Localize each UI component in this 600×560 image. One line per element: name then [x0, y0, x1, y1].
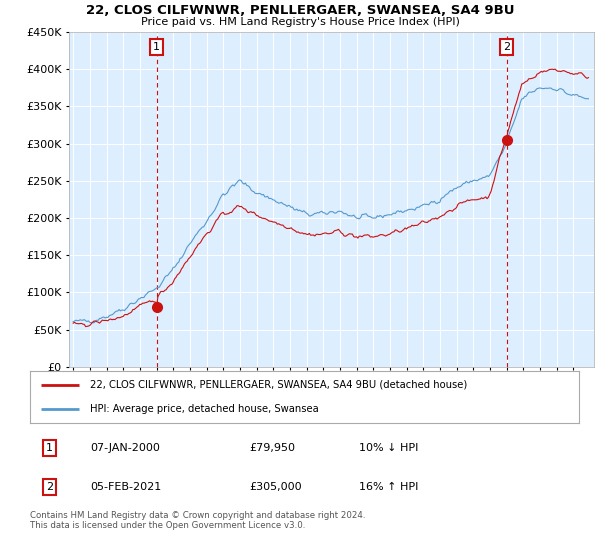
Text: 10% ↓ HPI: 10% ↓ HPI	[359, 443, 419, 453]
Text: HPI: Average price, detached house, Swansea: HPI: Average price, detached house, Swan…	[91, 404, 319, 414]
Text: 1: 1	[153, 42, 160, 52]
Text: £305,000: £305,000	[250, 482, 302, 492]
Text: 2: 2	[46, 482, 53, 492]
Text: £79,950: £79,950	[250, 443, 296, 453]
Text: Contains HM Land Registry data © Crown copyright and database right 2024.
This d: Contains HM Land Registry data © Crown c…	[30, 511, 365, 530]
Text: 16% ↑ HPI: 16% ↑ HPI	[359, 482, 419, 492]
Text: 2: 2	[503, 42, 510, 52]
Text: 07-JAN-2000: 07-JAN-2000	[91, 443, 160, 453]
Text: 22, CLOS CILFWNWR, PENLLERGAER, SWANSEA, SA4 9BU: 22, CLOS CILFWNWR, PENLLERGAER, SWANSEA,…	[86, 4, 514, 17]
Text: Price paid vs. HM Land Registry's House Price Index (HPI): Price paid vs. HM Land Registry's House …	[140, 17, 460, 27]
Text: 05-FEB-2021: 05-FEB-2021	[91, 482, 161, 492]
Text: 22, CLOS CILFWNWR, PENLLERGAER, SWANSEA, SA4 9BU (detached house): 22, CLOS CILFWNWR, PENLLERGAER, SWANSEA,…	[91, 380, 467, 390]
Text: 1: 1	[46, 443, 53, 453]
